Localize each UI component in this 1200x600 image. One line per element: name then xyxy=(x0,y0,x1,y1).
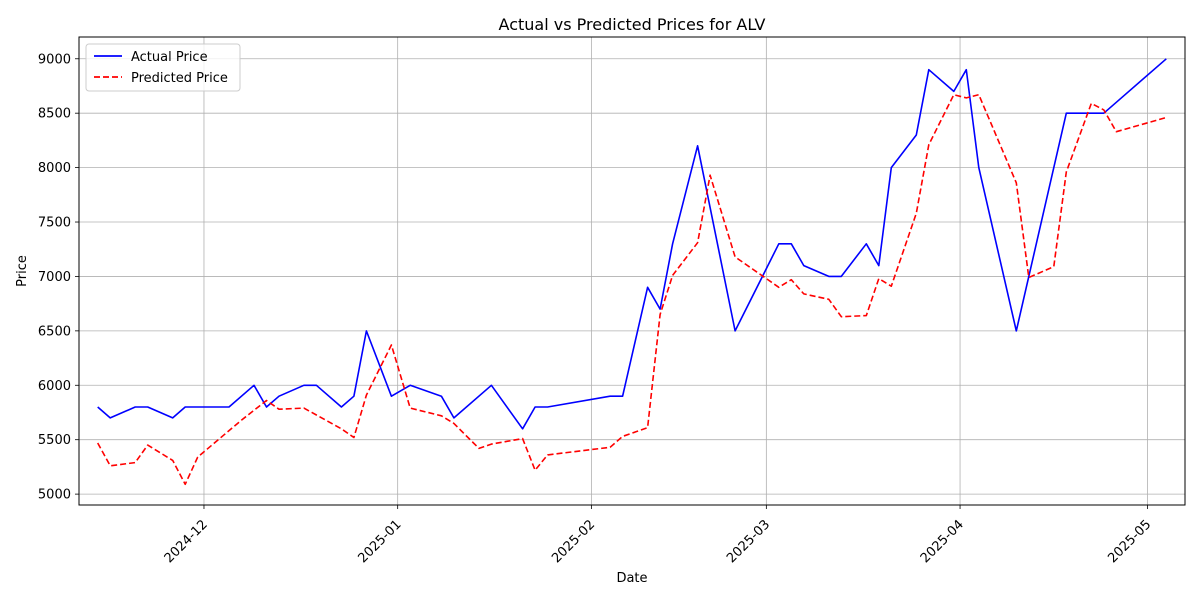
y-tick-label: 7000 xyxy=(38,270,71,285)
y-tick-label: 8500 xyxy=(38,107,71,122)
series-lines xyxy=(96,58,1167,486)
y-axis-ticks: 5000 5500 6000 6500 7000 7500 8000 8500 9000 xyxy=(38,52,79,503)
y-tick-label: 6500 xyxy=(38,324,71,339)
y-tick-label: 8000 xyxy=(38,161,71,176)
y-tick-label: 5500 xyxy=(38,433,71,448)
grid-lines xyxy=(79,37,1185,505)
plot-frame xyxy=(78,36,1186,506)
legend-box xyxy=(85,43,241,92)
y-tick-label: 6000 xyxy=(38,379,71,394)
y-tick-label: 5000 xyxy=(38,488,71,503)
chart-title: Actual vs Predicted Prices for ALV xyxy=(499,15,766,34)
series-line-actual xyxy=(97,58,1167,430)
legend: Actual Price Predicted Price xyxy=(85,43,241,92)
y-tick-label: 7500 xyxy=(38,216,71,231)
series-line-predicted xyxy=(96,93,1167,486)
x-axis-title: Date xyxy=(616,571,647,586)
y-axis-title: Price xyxy=(15,255,30,287)
legend-label-predicted: Predicted Price xyxy=(131,71,228,86)
y-tick-label: 9000 xyxy=(38,52,71,67)
legend-label-actual: Actual Price xyxy=(131,50,208,65)
